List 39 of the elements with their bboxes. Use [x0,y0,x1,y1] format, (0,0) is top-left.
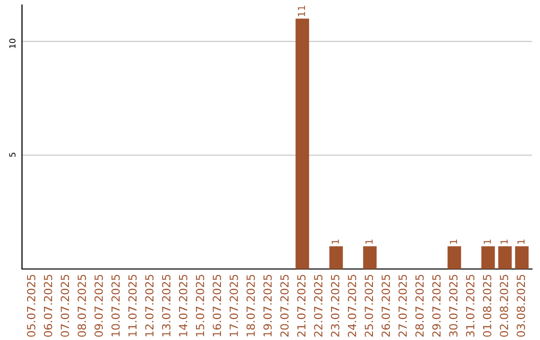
data-label: 1 [450,240,457,244]
x-tick-label: 26.07.2025 [382,274,390,337]
x-tick-label: 28.07.2025 [415,274,424,337]
x-tick-label: 07.07.2025 [60,274,70,337]
x-tick-label: 05.07.2025 [26,274,36,337]
data-label: 1 [332,240,339,244]
x-tick-label: 25.07.2025 [364,274,374,337]
x-tick-label: 29.07.2025 [432,274,441,337]
x-tick-label: 13.07.2025 [162,274,170,336]
x-tick-label: 06.07.2025 [44,274,52,337]
x-tick-label: 19.07.2025 [263,274,272,336]
data-label: 11 [298,6,306,16]
x-tick-label: 27.07.2025 [398,274,407,337]
x-tick-label: 21.07.2025 [297,274,306,337]
x-tick-label: 20.07.2025 [280,274,289,337]
x-tick-label: 10.07.2025 [111,274,120,336]
x-tick-label: 02.08.2025 [500,274,508,337]
x-tick-label: 16.07.2025 [212,274,222,336]
y-tick-label: 10 [9,38,16,48]
x-tick-label: 15.07.2025 [196,274,204,336]
y-tick-label: 5 [9,152,16,157]
x-tick-label: 17.07.2025 [230,274,238,336]
x-tick-label: 09.07.2025 [94,274,103,337]
x-tick-label: 08.07.2025 [78,274,86,337]
data-label: 1 [365,240,373,244]
data-label: 1 [484,240,491,244]
x-tick-label: 23.07.2025 [330,274,340,337]
x-tick-label: 03.08.2025 [516,274,526,337]
data-label: 1 [517,240,525,244]
x-tick-label: 24.07.2025 [348,274,356,337]
x-tick-label: 31.07.2025 [466,274,474,337]
data-label: 1 [500,240,508,244]
x-tick-label: 01.08.2025 [482,274,492,337]
x-tick-label: 18.07.2025 [246,274,255,336]
x-tick-label: 12.07.2025 [145,274,154,336]
x-tick-label: 14.07.2025 [178,274,188,336]
x-tick-label: 11.07.2025 [128,274,137,336]
x-tick-label: 30.07.2025 [449,274,458,337]
x-tick-label: 22.07.2025 [314,274,322,337]
